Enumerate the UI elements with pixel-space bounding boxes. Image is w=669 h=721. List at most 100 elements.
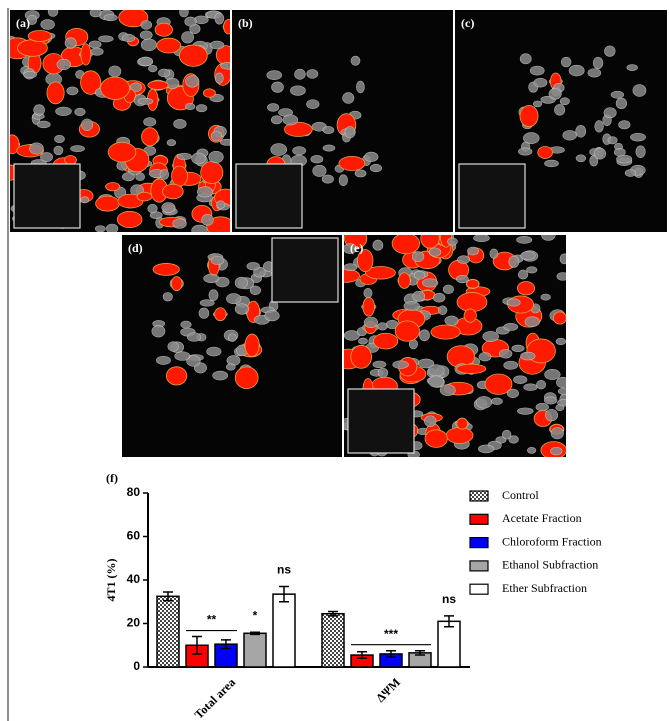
- stain: [351, 345, 372, 368]
- cell: [521, 251, 536, 260]
- cell: [152, 325, 165, 337]
- cell: [569, 65, 584, 76]
- cell: [65, 38, 76, 49]
- cell: [499, 349, 512, 358]
- panel-label: (b): [238, 16, 253, 30]
- cell: [95, 226, 105, 232]
- cell: [509, 256, 519, 267]
- legend-swatch: [470, 561, 488, 571]
- cell: [364, 317, 378, 328]
- cell: [457, 256, 469, 264]
- stain: [457, 364, 486, 373]
- cell: [90, 8, 101, 17]
- cell: [604, 46, 615, 57]
- cell: [30, 143, 44, 154]
- cell: [443, 285, 453, 294]
- cell: [520, 54, 531, 64]
- cell: [313, 165, 326, 176]
- cell: [295, 69, 306, 79]
- cell: [536, 403, 549, 411]
- stain: [538, 146, 553, 158]
- cell: [209, 290, 218, 301]
- cell: [593, 57, 603, 69]
- cell: [502, 430, 511, 439]
- cell: [181, 321, 191, 328]
- cell: [557, 273, 569, 281]
- stain: [166, 367, 186, 385]
- cell: [429, 248, 441, 256]
- cell: [265, 310, 280, 321]
- cell: [48, 7, 58, 17]
- cell: [247, 262, 260, 270]
- cell: [356, 81, 364, 93]
- cell: [54, 146, 63, 155]
- cell: [419, 330, 429, 341]
- cell: [106, 224, 118, 233]
- significance: ***: [384, 627, 398, 641]
- cell: [186, 76, 199, 88]
- cell: [323, 126, 334, 133]
- inset: [459, 164, 525, 228]
- cell: [467, 247, 478, 255]
- cell: [307, 69, 318, 78]
- cell: [109, 66, 121, 77]
- cell: [163, 292, 172, 301]
- cell: [339, 175, 348, 186]
- cell: [576, 155, 586, 162]
- cell: [23, 71, 36, 77]
- cell: [148, 65, 157, 72]
- cell: [549, 89, 561, 100]
- cell: [393, 361, 409, 369]
- cell: [358, 338, 367, 344]
- cell: [518, 270, 528, 279]
- stain: [106, 182, 120, 190]
- cell: [104, 14, 117, 20]
- cell: [445, 316, 458, 325]
- y-tick-label: 80: [127, 485, 141, 499]
- stain: [47, 82, 64, 104]
- panel-label: (f): [106, 471, 118, 485]
- cell: [373, 361, 386, 368]
- cell: [215, 73, 223, 83]
- y-tick-label: 60: [127, 529, 141, 543]
- cell: [625, 170, 636, 177]
- cell: [283, 115, 298, 125]
- stain: [457, 418, 468, 429]
- stain: [398, 273, 410, 289]
- cell: [34, 105, 45, 116]
- cell: [217, 201, 225, 209]
- cell: [545, 369, 561, 379]
- stain: [153, 263, 179, 275]
- inset: [348, 389, 414, 453]
- cell: [177, 153, 191, 160]
- cell: [141, 21, 152, 30]
- figure: (a)(b)(c)(d)(e) (f)0204060804T1 (%)Total…: [0, 0, 669, 721]
- cell: [197, 187, 213, 197]
- cell: [636, 146, 645, 158]
- cell: [378, 323, 388, 330]
- cell: [614, 148, 625, 156]
- cell: [561, 57, 571, 67]
- stain: [108, 142, 136, 162]
- cell: [512, 345, 524, 352]
- stain: [464, 309, 476, 322]
- cell: [554, 104, 564, 115]
- stain: [171, 277, 182, 291]
- cell: [433, 293, 445, 302]
- x-tick-label: ΔΨM: [373, 675, 403, 705]
- cell: [75, 108, 85, 116]
- legend-swatch: [470, 491, 488, 501]
- stain: [81, 44, 91, 65]
- cell: [627, 65, 638, 71]
- stain: [520, 105, 538, 126]
- cell: [560, 254, 569, 264]
- cell: [558, 388, 569, 394]
- cell: [551, 428, 563, 439]
- cell: [428, 365, 444, 377]
- stain: [203, 89, 215, 97]
- cell: [365, 152, 379, 162]
- cell: [140, 31, 152, 40]
- cell: [122, 173, 134, 181]
- cell: [355, 170, 366, 177]
- cell: [141, 39, 156, 51]
